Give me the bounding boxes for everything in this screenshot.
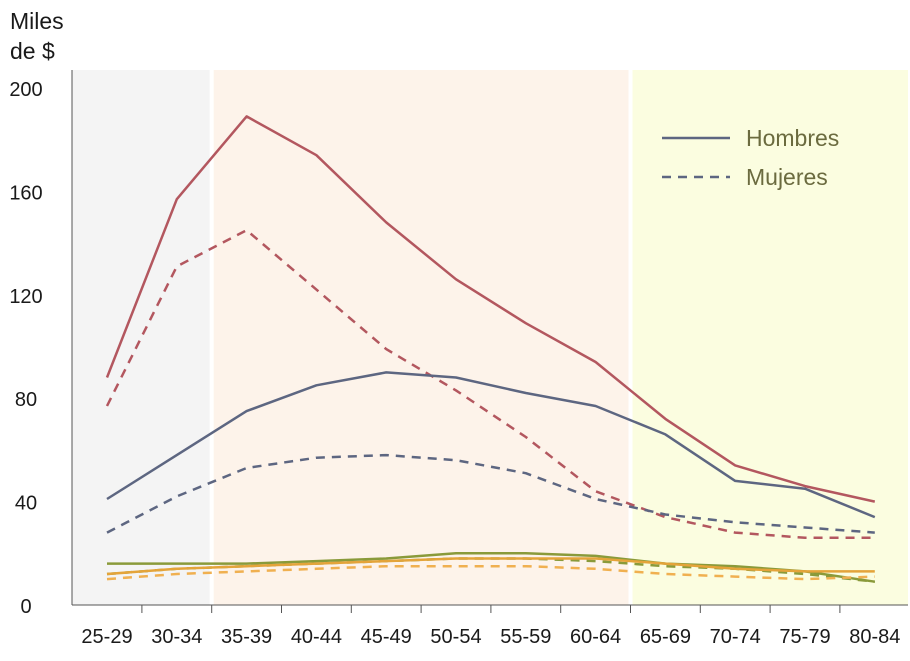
band-working	[213, 70, 629, 605]
y-tick-label-160: 160	[9, 182, 42, 204]
x-tick-label-40-44: 40-44	[291, 626, 342, 648]
x-tick-label-55-59: 55-59	[500, 626, 551, 648]
band-early	[72, 70, 210, 605]
series-line-bottom2-mujeres	[106, 564, 875, 581]
y-tick-label-40: 40	[15, 493, 37, 515]
y-tick-label-0: 0	[20, 596, 31, 618]
series-line-bottom2-hombres	[106, 557, 875, 576]
x-tick-label-50-54: 50-54	[430, 626, 481, 648]
series-line-top-hombres	[105, 115, 876, 503]
x-tick-label-80-84: 80-84	[849, 626, 900, 648]
x-tick-label-75-79: 75-79	[779, 626, 830, 648]
y-axis-title: Miles de $	[10, 6, 64, 66]
x-tick-label-25-29: 25-29	[81, 626, 132, 648]
x-tick-label-35-39: 35-39	[221, 626, 272, 648]
series-line-bottom1-hombres	[107, 552, 875, 583]
x-tick-label-45-49: 45-49	[361, 626, 412, 648]
x-tick-label-60-64: 60-64	[570, 626, 621, 648]
y-axis-title-line2: de $	[10, 38, 55, 64]
series-line-middle-mujeres	[106, 453, 875, 534]
series-line-middle-hombres	[106, 371, 876, 519]
legend-label-hombres: Hombres	[746, 125, 839, 151]
y-tick-label-200: 200	[9, 79, 42, 101]
y-axis-title-line1: Miles	[10, 8, 64, 34]
legend-label-mujeres: Mujeres	[746, 164, 828, 190]
x-tick-label-65-69: 65-69	[640, 626, 691, 648]
x-tick-label-70-74: 70-74	[710, 626, 761, 648]
y-tick-label-80: 80	[15, 389, 37, 411]
x-tick-label-30-34: 30-34	[151, 626, 202, 648]
y-tick-label-120: 120	[9, 286, 42, 308]
